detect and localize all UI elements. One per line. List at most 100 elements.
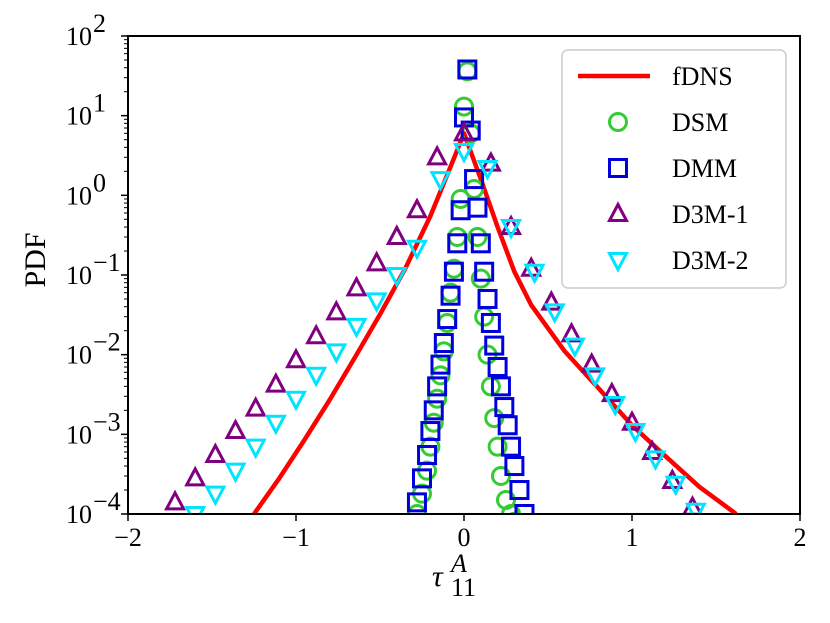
data-point xyxy=(477,288,498,309)
data-point xyxy=(224,462,247,484)
data-point xyxy=(684,502,707,514)
data-point xyxy=(443,261,464,282)
data-point xyxy=(470,268,491,289)
y-axis-label: PDF xyxy=(19,232,52,287)
y-tick-label: 10 −4 xyxy=(66,487,121,529)
svg-text:10: 10 xyxy=(66,181,92,210)
data-point xyxy=(523,263,546,285)
data-point xyxy=(644,450,667,472)
data-point xyxy=(417,445,438,466)
data-point xyxy=(420,421,441,442)
legend-box xyxy=(561,49,787,289)
data-point xyxy=(430,354,451,375)
data-point xyxy=(487,357,508,378)
data-point xyxy=(385,267,408,288)
svg-text:11: 11 xyxy=(451,573,476,602)
fdns-line xyxy=(252,131,738,514)
data-point xyxy=(504,456,525,477)
data-point xyxy=(164,489,187,511)
data-point xyxy=(264,371,287,393)
y-tick-label: 10 1 xyxy=(66,89,106,131)
data-point xyxy=(490,376,511,397)
data-point xyxy=(480,376,501,397)
data-point xyxy=(385,224,408,245)
svg-text:10: 10 xyxy=(66,341,92,370)
data-point xyxy=(580,351,603,373)
data-point xyxy=(224,418,247,440)
data-point xyxy=(447,226,468,247)
x-tick-label: 2 xyxy=(794,523,807,552)
data-point xyxy=(604,396,627,417)
data-point xyxy=(412,468,432,489)
svg-text:10: 10 xyxy=(66,500,92,529)
legend-marker xyxy=(608,158,628,178)
data-point xyxy=(500,219,523,240)
data-point xyxy=(664,475,687,497)
legend-marker xyxy=(608,112,628,132)
data-point xyxy=(454,96,474,117)
data-point xyxy=(509,480,530,501)
y-tick-label: 10 2 xyxy=(66,9,106,51)
svg-text:−1: −1 xyxy=(93,248,121,277)
svg-text:10: 10 xyxy=(66,261,92,290)
svg-text:0: 0 xyxy=(93,168,106,197)
x-tick-label: 0 xyxy=(458,523,471,552)
data-point xyxy=(365,250,388,272)
data-point xyxy=(494,397,515,418)
y-tick-label: 10 0 xyxy=(66,168,106,210)
data-point xyxy=(433,333,454,354)
data-point xyxy=(427,388,448,409)
data-point xyxy=(204,485,227,507)
x-axis-label: τ A 11 xyxy=(432,549,476,602)
legend-marker xyxy=(607,201,629,222)
data-point xyxy=(244,438,267,460)
data-point xyxy=(365,292,388,314)
data-point xyxy=(427,376,448,397)
data-point xyxy=(514,504,535,514)
data-point xyxy=(480,312,501,333)
data-point xyxy=(405,239,428,261)
data-point xyxy=(345,317,368,339)
data-point xyxy=(405,197,428,219)
data-point xyxy=(467,226,488,247)
x-axis: −2 −1 0 1 2 xyxy=(114,514,807,552)
data-point xyxy=(474,261,495,282)
data-point xyxy=(470,233,491,254)
y-tick-label: 10 −1 xyxy=(66,248,121,290)
legend-marker xyxy=(607,252,629,273)
data-point xyxy=(325,343,348,365)
series-dmm xyxy=(406,59,535,514)
legend-label: DSM xyxy=(672,108,728,137)
svg-text:−4: −4 xyxy=(93,487,121,516)
data-point xyxy=(325,299,348,321)
svg-text:−3: −3 xyxy=(93,407,121,436)
legend: fDNS DSM DMM D3M-1 D3M-2 xyxy=(561,49,787,289)
series-fdns xyxy=(252,131,738,514)
data-point xyxy=(467,197,488,218)
data-point xyxy=(184,506,207,514)
data-point xyxy=(624,423,647,444)
data-point xyxy=(540,289,563,311)
legend-item-dmm: DMM xyxy=(608,154,737,183)
x-tick-label: −1 xyxy=(282,523,310,552)
data-point xyxy=(426,144,449,166)
data-point xyxy=(621,409,643,431)
data-point xyxy=(204,442,227,464)
data-point xyxy=(563,337,586,359)
series-layer xyxy=(164,59,738,514)
data-point xyxy=(484,335,505,356)
legend-label: DMM xyxy=(672,154,737,183)
data-point xyxy=(264,414,287,436)
legend-item-d3m-2: D3M-2 xyxy=(607,246,749,275)
data-point xyxy=(447,233,468,254)
svg-text:−2: −2 xyxy=(93,328,121,357)
data-point xyxy=(430,365,451,386)
y-tick-label: 10 −2 xyxy=(66,328,121,370)
svg-text:A: A xyxy=(449,549,467,578)
svg-text:1: 1 xyxy=(93,89,106,118)
data-point xyxy=(285,347,307,369)
data-point xyxy=(305,366,328,388)
